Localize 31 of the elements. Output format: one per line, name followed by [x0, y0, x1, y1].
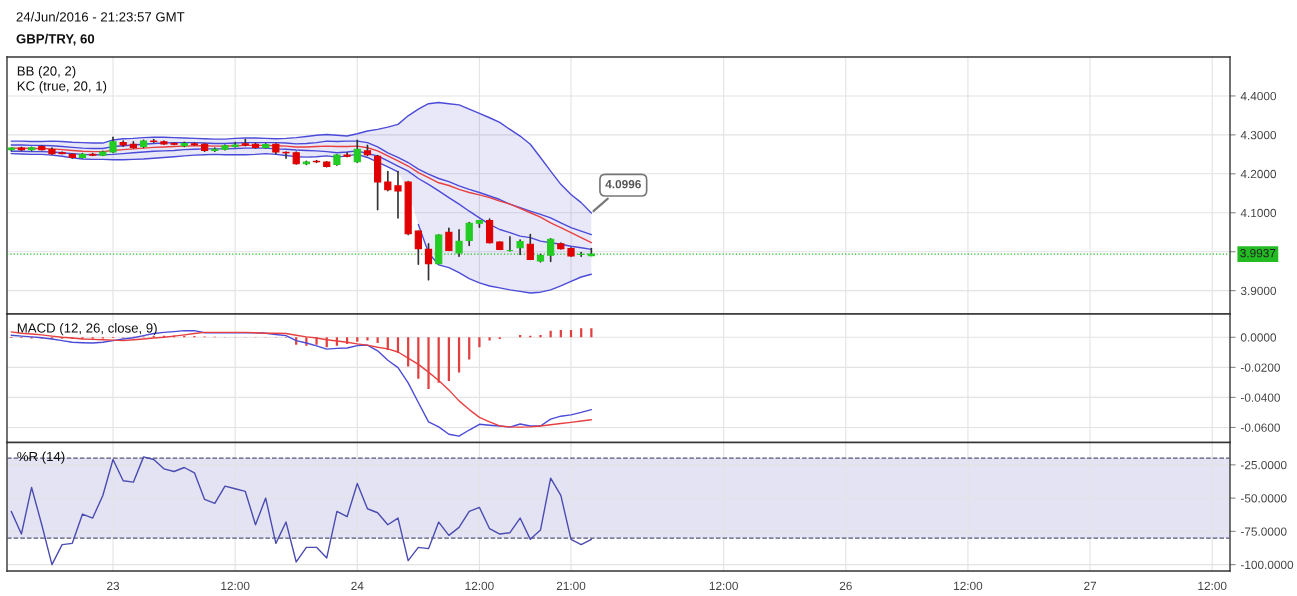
x-tick-label: 12:00 — [221, 581, 250, 591]
y-tick-label: 4.3000 — [1240, 130, 1277, 140]
annotation: MACD (12, 26, close, 9) — [17, 323, 157, 336]
x-tick-label: 26 — [839, 581, 852, 591]
x-tick-label: 24 — [351, 581, 364, 590]
y-tick-label: -100.0000 — [1240, 560, 1294, 570]
y-tick-label: 0.0000 — [1240, 333, 1277, 342]
y-tick-label: 4.4000 — [1240, 91, 1277, 101]
y-tick-label: 4.1000 — [1240, 208, 1277, 218]
x-tick-label: 27 — [1084, 581, 1097, 590]
annotation: %R (14) — [17, 451, 65, 464]
y-tick-label: -25.0000 — [1240, 460, 1287, 470]
x-tick-label: 21:00 — [556, 581, 586, 591]
y-tick-label: -0.0400 — [1240, 393, 1280, 402]
x-tick-label: 12:00 — [709, 581, 738, 591]
y-tick-label: 3.9000 — [1240, 286, 1277, 296]
y-tick-label: -75.0000 — [1240, 527, 1287, 536]
y-tick-label: 4.2000 — [1240, 169, 1277, 179]
annotation: BB (20, 2) — [17, 66, 76, 79]
y-tick-label: -50.0000 — [1240, 494, 1287, 503]
chart-subtitle: 24/Jun/2016 - 21:23:57 GMT — [16, 11, 185, 22]
annotation: KC (true, 20, 1) — [17, 81, 107, 94]
x-tick-label: 23 — [107, 581, 120, 591]
x-tick-label: 12:00 — [465, 581, 494, 591]
annotation: 4.0996 — [605, 180, 641, 189]
x-tick-label: 12:00 — [954, 581, 983, 591]
y-tick-label: -0.0200 — [1240, 363, 1280, 372]
ref-line-label: 3.9937 — [1240, 248, 1276, 258]
x-tick-label: 12:00 — [1198, 581, 1227, 591]
y-tick-label: -0.0600 — [1240, 423, 1280, 432]
chart-title: GBP/TRY, 60 — [16, 33, 95, 46]
